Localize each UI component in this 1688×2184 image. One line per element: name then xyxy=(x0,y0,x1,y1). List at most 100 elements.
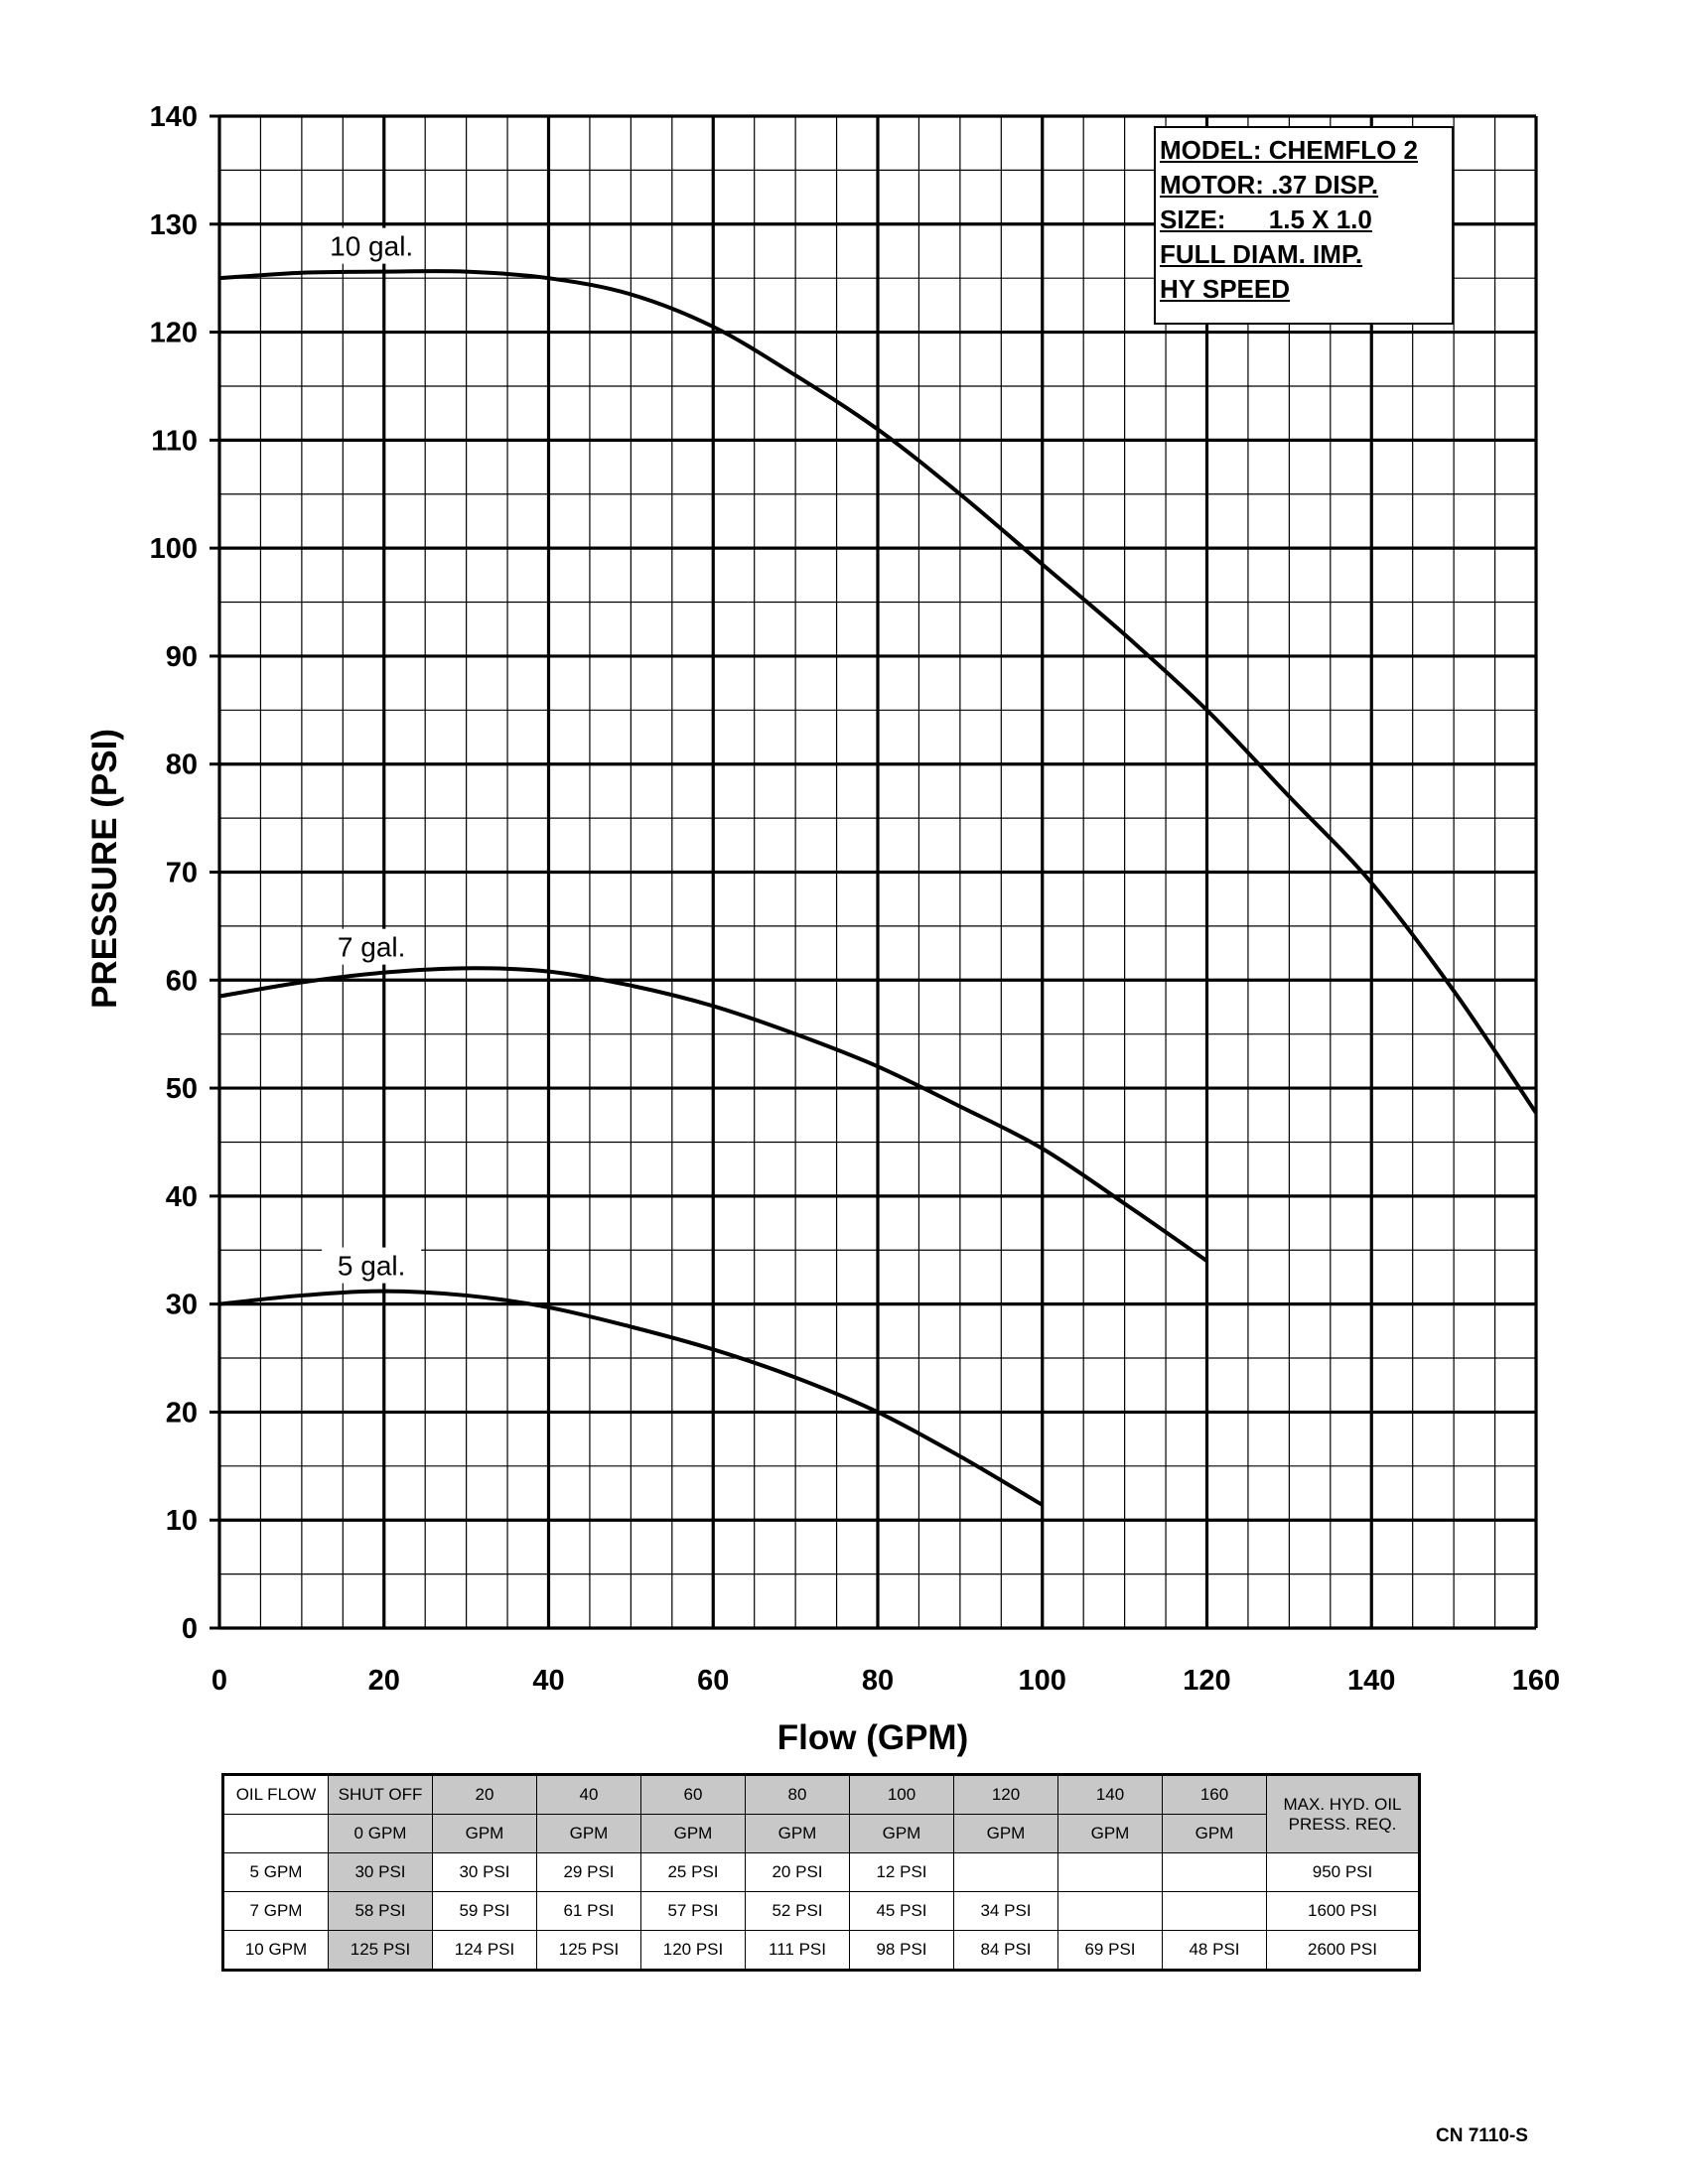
table-header-cell: GPM xyxy=(1162,1814,1267,1853)
y-tick-label: 120 xyxy=(150,318,198,349)
y-tick-label: 60 xyxy=(166,965,198,997)
y-axis-title: PRESSURE (PSI) xyxy=(85,729,124,1009)
table-header-cell: 100 xyxy=(849,1774,954,1815)
table-cell: 1600 PSI xyxy=(1266,1891,1420,1931)
table-cell xyxy=(953,1852,1058,1892)
y-tick-label: 90 xyxy=(166,641,198,673)
y-tick-label: 80 xyxy=(166,750,198,781)
table-cell: 30 PSI xyxy=(432,1852,537,1892)
x-tick-label: 0 xyxy=(211,1665,227,1697)
table-header-cell: 80 xyxy=(745,1774,850,1815)
table-cell: 125 PSI xyxy=(328,1930,433,1971)
table-cell: 48 PSI xyxy=(1162,1930,1267,1971)
table-header-cell: 120 xyxy=(953,1774,1058,1815)
table-cell: 124 PSI xyxy=(432,1930,537,1971)
model-line: MODEL: CHEMFLO 2 xyxy=(1160,135,1418,165)
table-cell: 45 PSI xyxy=(849,1891,954,1931)
y-tick-label: 100 xyxy=(150,533,198,565)
series-labels: 10 gal. 7 gal. 5 gal. xyxy=(322,227,422,1284)
table-header-cell: 40 xyxy=(536,1774,641,1815)
table-cell: 25 PSI xyxy=(640,1852,746,1892)
table-header-row: OIL FLOW SHUT OFF 20 40 60 80 100 120 14… xyxy=(222,1774,1420,1853)
table-cell xyxy=(1162,1891,1267,1931)
series-label: 10 gal. xyxy=(330,231,413,262)
y-tick-labels: 0 10 20 30 40 50 60 70 80 90 100 110 120 130 140 xyxy=(150,101,198,1645)
table-header-row: 0 GPM GPM GPM GPM GPM GPM GPM GPM GPM xyxy=(222,1814,1420,1853)
table-cell: 59 PSI xyxy=(432,1891,537,1931)
y-tick-label: 110 xyxy=(151,425,198,457)
table-header-cell: GPM xyxy=(849,1814,954,1853)
table-cell: 120 PSI xyxy=(640,1930,746,1971)
major-grid xyxy=(210,114,1538,1630)
pressure-table: OIL FLOW SHUT OFF 20 40 60 80 100 120 14… xyxy=(221,1773,1421,1972)
y-tick-label: 20 xyxy=(166,1397,198,1429)
size-line: SIZE: 1.5 X 1.0 xyxy=(1160,205,1372,234)
table-row: 7 GPM 58 PSI 59 PSI 61 PSI 57 PSI 52 PSI… xyxy=(222,1891,1420,1931)
table-cell: 950 PSI xyxy=(1266,1852,1420,1892)
table-cell: 30 PSI xyxy=(328,1852,433,1892)
table-cell: 98 PSI xyxy=(849,1930,954,1971)
y-tick-label: 140 xyxy=(150,101,198,133)
x-tick-label: 160 xyxy=(1512,1665,1560,1697)
y-tick-label: 30 xyxy=(166,1290,198,1321)
x-tick-labels: 0 20 40 60 80 100 120 140 160 xyxy=(211,1665,1560,1697)
series-line xyxy=(218,1289,1044,1507)
series-label-bg xyxy=(322,928,422,965)
table-header-cell: GPM xyxy=(536,1814,641,1853)
table-header-cell: SHUT OFF xyxy=(328,1774,433,1815)
table-cell: 20 PSI xyxy=(745,1852,850,1892)
x-tick-label: 100 xyxy=(1019,1665,1066,1697)
table-cell: 34 PSI xyxy=(953,1891,1058,1931)
series-line xyxy=(218,966,1208,1263)
table-header-cell: GPM xyxy=(1057,1814,1163,1853)
table-cell xyxy=(1057,1891,1163,1931)
table-cell: 61 PSI xyxy=(536,1891,641,1931)
table-cell: 12 PSI xyxy=(849,1852,954,1892)
model-info-box: MODEL: CHEMFLO 2 MOTOR: .37 DISP. SIZE: … xyxy=(1154,126,1454,325)
table-cell: 52 PSI xyxy=(745,1891,850,1931)
table-cell xyxy=(1057,1852,1163,1892)
pump-curve-chart: 0 20 40 60 80 100 120 140 160 0 10 20 30 40 50 60 70 80 9… xyxy=(85,101,1560,1757)
table-header-cell: 60 xyxy=(640,1774,746,1815)
table-max-header: MAX. HYD. OIL PRESS. REQ. xyxy=(1266,1774,1420,1853)
table-row: 10 GPM 125 PSI 124 PSI 125 PSI 120 PSI 1… xyxy=(222,1930,1420,1971)
y-tick-label: 0 xyxy=(182,1613,198,1645)
motor-line: MOTOR: .37 DISP. xyxy=(1160,170,1379,200)
table-cell xyxy=(1162,1852,1267,1892)
table-header-cell: 140 xyxy=(1057,1774,1163,1815)
x-tick-label: 140 xyxy=(1347,1665,1395,1697)
x-tick-label: 80 xyxy=(862,1665,894,1697)
table-cell: 10 GPM xyxy=(222,1930,329,1971)
table-header-cell: GPM xyxy=(745,1814,850,1853)
impeller-line: FULL DIAM. IMP. xyxy=(1160,239,1363,269)
y-tick-label: 70 xyxy=(166,858,198,889)
x-tick-label: 40 xyxy=(532,1665,564,1697)
table-cell: 58 PSI xyxy=(328,1891,433,1931)
table-header-cell: 20 xyxy=(432,1774,537,1815)
x-axis-title: Flow (GPM) xyxy=(777,1718,968,1757)
table-cell: 5 GPM xyxy=(222,1852,329,1892)
series-label-bg xyxy=(322,227,422,264)
table-cell: 7 GPM xyxy=(222,1891,329,1931)
y-tick-label: 50 xyxy=(166,1073,198,1105)
y-tick-label: 10 xyxy=(166,1505,198,1537)
table-header-cell: 0 GPM xyxy=(328,1814,433,1853)
series-curves xyxy=(218,269,1538,1507)
table-header-cell: GPM xyxy=(640,1814,746,1853)
y-tick-label: 40 xyxy=(166,1181,198,1213)
table-cell: 29 PSI xyxy=(536,1852,641,1892)
series-label: 7 gal. xyxy=(338,932,406,963)
table-cell: 69 PSI xyxy=(1057,1930,1163,1971)
table-row: 5 GPM 30 PSI 30 PSI 29 PSI 25 PSI 20 PSI… xyxy=(222,1852,1420,1892)
table-cell: 111 PSI xyxy=(745,1930,850,1971)
y-tick-label: 130 xyxy=(150,209,198,241)
series-label: 5 gal. xyxy=(338,1251,406,1282)
table-cell: 2600 PSI xyxy=(1266,1930,1420,1971)
table-header-cell: GPM xyxy=(953,1814,1058,1853)
table-header-cell xyxy=(222,1814,329,1853)
speed-line: HY SPEED xyxy=(1160,274,1291,304)
x-tick-label: 60 xyxy=(697,1665,729,1697)
table-cell: 57 PSI xyxy=(640,1891,746,1931)
table-cell: 84 PSI xyxy=(953,1930,1058,1971)
series-label-bg xyxy=(322,1247,422,1284)
